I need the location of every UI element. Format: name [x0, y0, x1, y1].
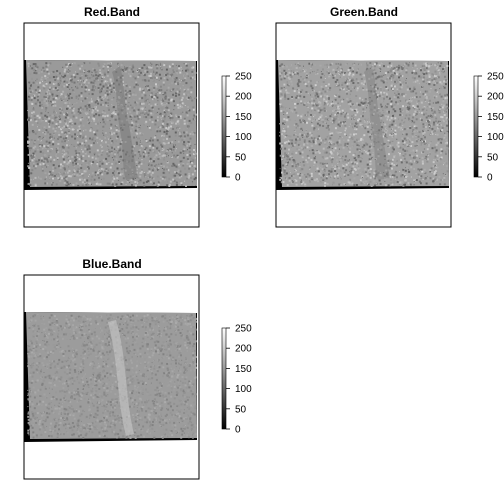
raster-texture	[279, 62, 449, 187]
colorbar-gradient	[221, 327, 227, 430]
colorbar-tick-label: 50	[487, 152, 499, 163]
panel-title: Green.Band	[330, 5, 398, 19]
colorbar-gradient	[221, 75, 227, 178]
raster-texture	[27, 62, 197, 187]
colorbar-tick-label: 50	[235, 404, 247, 415]
colorbar: 0 50 100 150 200 250	[473, 72, 504, 184]
colorbar-tick-label: 200	[235, 344, 252, 355]
colorbar-tick-label: 250	[487, 72, 504, 83]
colorbar-tick-label: 150	[487, 112, 504, 123]
colorbar-tick-label: 200	[235, 92, 252, 103]
colorbar-tick-label: 250	[235, 324, 252, 335]
colorbar-tick-label: 100	[235, 132, 252, 143]
colorbar-gradient	[473, 75, 479, 178]
colorbar-tick-label: 250	[235, 72, 252, 83]
colorbar-tick-label: 0	[487, 173, 493, 184]
raster-feature-channel	[112, 66, 138, 180]
raster-image	[278, 60, 449, 187]
colorbar-tick-label: 150	[235, 112, 252, 123]
colorbar-tick-label: 100	[235, 384, 252, 395]
raster-texture	[27, 314, 197, 439]
raster-feature-ridge	[108, 320, 134, 436]
colorbar-tick-label: 0	[235, 425, 241, 436]
raster-feature-channel	[364, 66, 390, 180]
colorbar-tick-label: 50	[235, 152, 247, 163]
panel-green-band: Green.Band 0 50 100 150 200 250	[275, 5, 504, 228]
colorbar-tick-label: 100	[487, 132, 504, 143]
raster-image	[26, 60, 197, 187]
colorbar: 0 50 100 150 200 250	[221, 324, 252, 436]
colorbar-tick-label: 200	[487, 92, 504, 103]
panel-blue-band: Blue.Band 0 50 100 150 200 250	[23, 257, 252, 480]
colorbar: 0 50 100 150 200 250	[221, 72, 252, 184]
colorbar-tick-label: 0	[235, 173, 241, 184]
panel-title: Blue.Band	[82, 257, 141, 271]
colorbar-tick-label: 150	[235, 364, 252, 375]
panel-title: Red.Band	[84, 5, 140, 19]
panel-red-band: Red.Band 0 50 100 150 200 250	[23, 5, 252, 228]
